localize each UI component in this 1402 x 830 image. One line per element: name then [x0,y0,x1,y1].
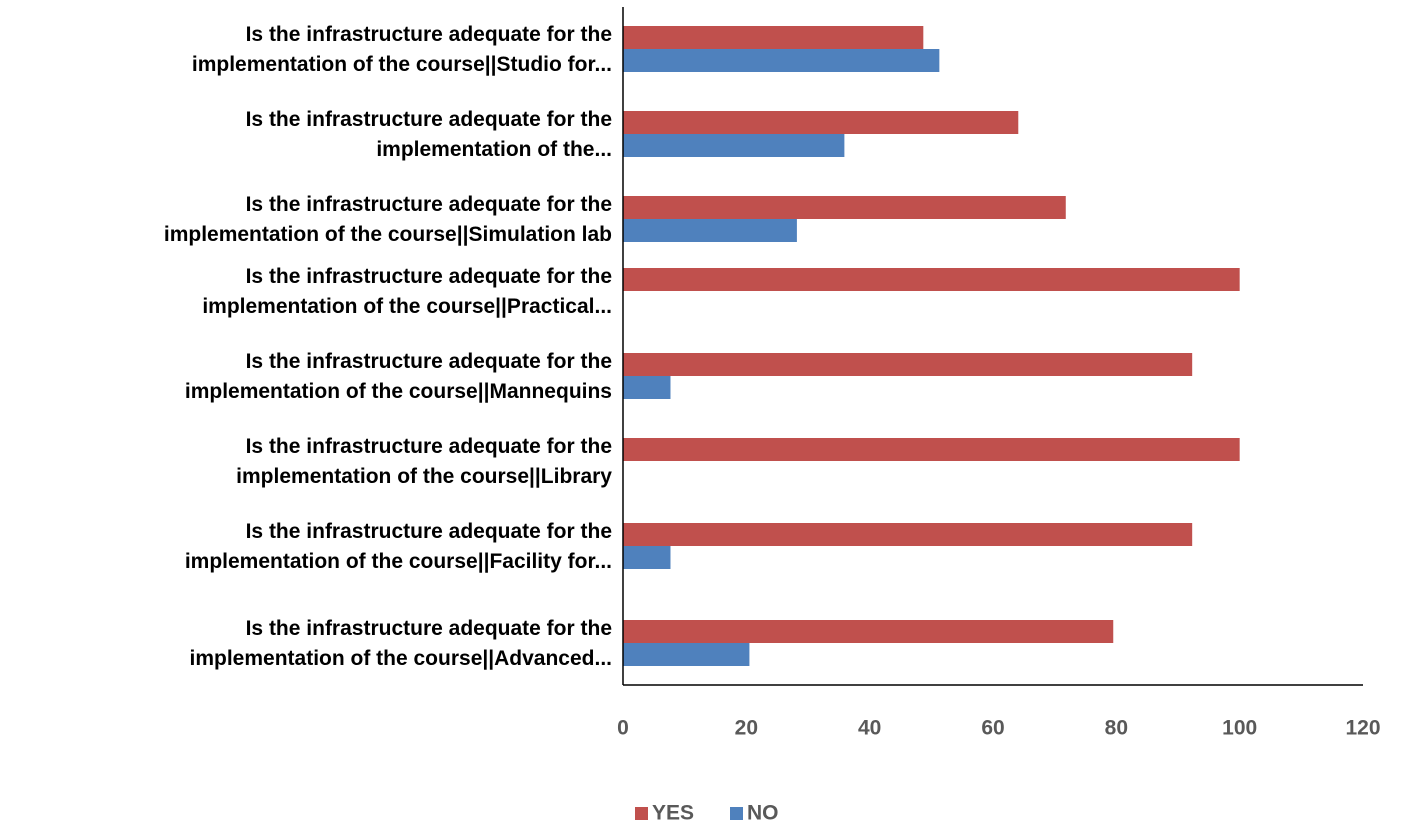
bar-no-2 [623,134,845,157]
category-label-line: Is the infrastructure adequate for the [246,520,612,543]
category-label-8: Is the infrastructure adequate for the im… [190,617,613,670]
x-tick-label-0: 0 [617,717,629,740]
bar-no-1 [623,49,940,72]
bar-yes-8 [623,620,1114,643]
legend-label-yes: YES [652,802,694,825]
x-tick-label-20: 20 [735,717,758,740]
legend-label-no: NO [747,802,779,825]
category-label-2: Is the infrastructure adequate for the im… [246,108,612,161]
category-label-4: Is the infrastructure adequate for the im… [202,265,612,318]
x-tick-label-100: 100 [1222,717,1257,740]
bar-no-3 [623,219,797,242]
category-label-line: implementation of the course||Simulation… [164,223,612,246]
category-labels: Is the infrastructure adequate for the im… [164,23,612,670]
category-label-6: Is the infrastructure adequate for the im… [236,435,612,488]
bar-yes-1 [623,26,924,49]
category-label-line: implementation of the course||Studio for… [192,53,612,76]
category-label-line: Is the infrastructure adequate for the [246,193,612,216]
category-label-1: Is the infrastructure adequate for the im… [192,23,612,76]
category-label-7: Is the infrastructure adequate for the im… [185,520,612,573]
axes-layer [622,7,1363,686]
category-label-line: implementation of the course||Library [236,465,612,488]
bar-yes-5 [623,353,1193,376]
category-label-line: Is the infrastructure adequate for the [246,23,612,46]
category-label-line: implementation of the course||Mannequins [185,380,612,403]
category-label-line: Is the infrastructure adequate for the [246,265,612,288]
bar-yes-7 [623,523,1193,546]
category-label-5: Is the infrastructure adequate for the im… [185,350,612,403]
category-label-line: Is the infrastructure adequate for the [246,435,612,458]
bar-no-5 [623,376,671,399]
bar-no-7 [623,546,671,569]
bar-yes-4 [623,268,1240,291]
category-label-line: implementation of the course||Facility f… [185,550,612,573]
x-tick-label-80: 80 [1105,717,1128,740]
category-label-line: implementation of the... [376,138,612,161]
bar-yes-2 [623,111,1019,134]
bar-yes-6 [623,438,1240,461]
category-label-line: Is the infrastructure adequate for the [246,108,612,131]
category-label-line: Is the infrastructure adequate for the [246,617,612,640]
legend: YES NO [635,802,779,825]
x-tick-labels: 0 20 40 60 80 100 120 [617,717,1380,740]
category-label-line: Is the infrastructure adequate for the [246,350,612,373]
bar-yes-3 [623,196,1066,219]
category-label-3: Is the infrastructure adequate for the im… [164,193,612,246]
bars-layer [623,26,1240,666]
bar-no-8 [623,643,750,666]
category-label-line: implementation of the course||Practical.… [202,295,612,318]
legend-swatch-yes [635,807,648,820]
x-tick-label-60: 60 [981,717,1004,740]
x-tick-label-120: 120 [1345,717,1380,740]
category-label-line: implementation of the course||Advanced..… [190,647,613,670]
legend-swatch-no [730,807,743,820]
x-tick-label-40: 40 [858,717,881,740]
